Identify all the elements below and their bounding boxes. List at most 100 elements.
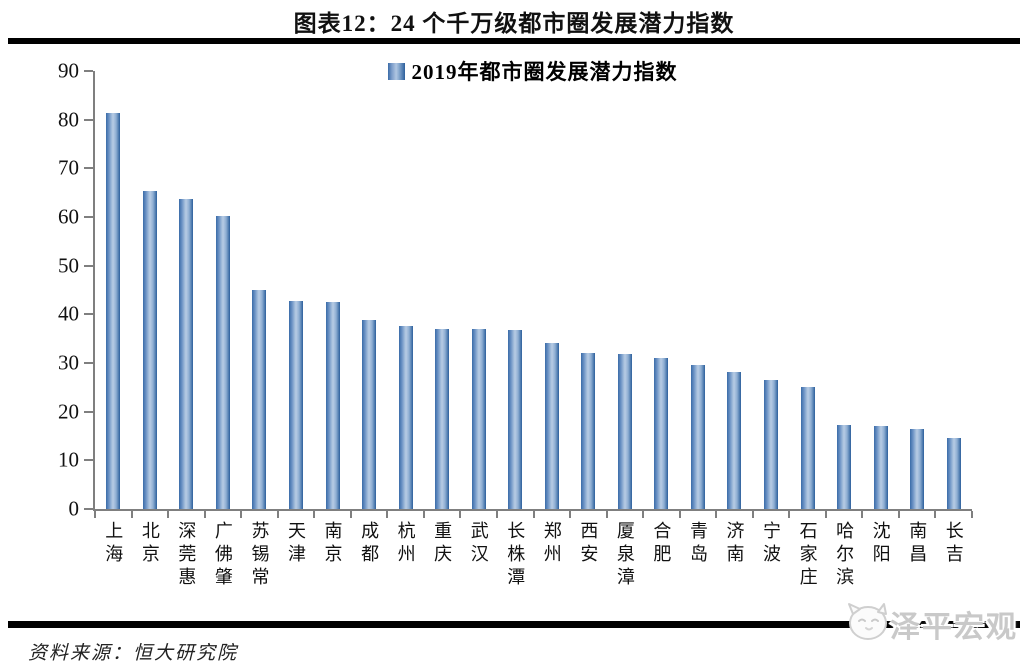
bar [215, 216, 230, 509]
x-axis-tick [130, 511, 133, 518]
y-axis-tick [84, 459, 93, 462]
bar [910, 429, 925, 509]
bar [544, 343, 559, 509]
bar [398, 326, 413, 509]
bar [764, 380, 779, 509]
x-axis-label: 南昌 [907, 521, 928, 567]
x-axis-label: 宁波 [761, 521, 782, 567]
x-axis-tick [386, 511, 389, 518]
y-axis-label: 0 [68, 496, 80, 521]
x-axis-label: 厦泉漳 [614, 521, 635, 590]
bar [690, 365, 705, 509]
x-axis-label: 哈尔滨 [834, 521, 855, 590]
bar [581, 353, 596, 509]
x-axis-tick [971, 511, 973, 518]
x-axis-label: 石家庄 [797, 521, 818, 590]
figure-title: 图表12：24 个千万级都市圈发展潜力指数 [293, 11, 735, 36]
bar [362, 320, 377, 509]
watermark-text: 泽平宏观 [890, 610, 1018, 644]
y-axis-tick [84, 118, 93, 121]
x-axis-label: 深莞惠 [176, 521, 197, 590]
x-axis-tick [824, 511, 827, 518]
x-axis-label: 南京 [322, 521, 343, 567]
plot-area: 0 10 20 30 40 50 60 70 80 90 上海 北京 深莞惠 广佛肇 苏锡常 天津 南京 成都 杭州… [58, 59, 973, 590]
x-axis-tick [495, 511, 498, 518]
bar [471, 329, 486, 509]
x-axis-label: 西安 [578, 521, 599, 567]
x-axis-label: 长吉 [943, 521, 964, 567]
bottom-divider [8, 621, 1020, 628]
bar [142, 190, 157, 509]
x-axis-tick [897, 511, 900, 518]
x-axis-label: 重庆 [432, 521, 453, 567]
x-axis-tick [861, 511, 864, 518]
bar [800, 387, 815, 509]
bar [837, 424, 852, 509]
legend-label: 2019年都市圈发展潜力指数 [411, 60, 678, 84]
bar [654, 358, 669, 509]
bar [873, 426, 888, 509]
x-axis-label: 合肥 [651, 521, 672, 567]
bar [288, 300, 303, 509]
y-axis-tick [84, 167, 93, 170]
x-axis-label: 沈阳 [870, 521, 891, 567]
y-axis-tick [84, 70, 93, 72]
x-axis-label: 武汉 [468, 521, 489, 567]
y-axis-tick [84, 216, 93, 218]
bar [252, 290, 267, 509]
watermark-logo-icon [842, 600, 888, 647]
y-axis-label: 10 [58, 447, 79, 472]
x-axis-label: 苏锡常 [249, 521, 270, 590]
bar [508, 329, 523, 509]
watermark: 泽平宏观 [842, 600, 1018, 647]
x-axis-tick [94, 511, 96, 518]
x-axis-tick [203, 511, 206, 518]
x-axis-label: 杭州 [395, 521, 416, 567]
x-axis-tick [788, 511, 791, 518]
bar [727, 372, 742, 509]
x-axis-tick [678, 511, 681, 518]
bar [179, 199, 194, 509]
y-axis-label: 20 [58, 399, 79, 424]
bar [325, 302, 340, 509]
y-axis-tick [84, 313, 93, 316]
y-axis-label: 70 [58, 155, 79, 180]
x-axis-label: 郑州 [541, 521, 562, 567]
x-axis-tick [313, 511, 316, 518]
bar [435, 328, 450, 509]
x-axis-label: 长株潭 [505, 521, 526, 590]
x-axis-tick [751, 511, 754, 518]
x-axis-tick [605, 511, 608, 518]
y-axis-label: 30 [58, 350, 79, 375]
x-axis-tick [459, 511, 462, 518]
y-axis-tick [84, 362, 93, 364]
y-axis-label: 40 [58, 301, 79, 326]
y-axis-tick [84, 264, 93, 267]
x-axis-tick [422, 511, 425, 518]
source-note: 资料来源：恒大研究院 [28, 643, 239, 664]
x-axis-tick [349, 511, 352, 518]
bar [106, 112, 121, 509]
y-axis-label: 50 [58, 253, 79, 278]
chart-legend: 2019年都市圈发展潜力指数 [93, 56, 972, 86]
x-axis-tick [569, 511, 572, 518]
x-axis-label: 广佛肇 [212, 521, 233, 590]
x-axis-tick [240, 511, 243, 518]
top-divider [8, 38, 1020, 44]
x-axis-label: 济南 [724, 521, 745, 567]
y-axis-label: 90 [58, 58, 79, 83]
x-axis-tick [167, 511, 170, 518]
x-axis-label: 北京 [139, 521, 160, 567]
x-axis-tick [532, 511, 535, 518]
x-axis-tick [642, 511, 645, 518]
legend-marker-icon [387, 62, 405, 80]
x-axis-tick [715, 511, 718, 518]
y-axis-label: 80 [58, 107, 79, 132]
y-axis-tick [84, 508, 93, 510]
x-axis-label: 青岛 [687, 521, 708, 567]
x-axis-label: 天津 [285, 521, 306, 567]
bar [617, 353, 632, 509]
y-axis-label: 60 [58, 204, 79, 229]
x-axis-label: 成都 [359, 521, 380, 567]
